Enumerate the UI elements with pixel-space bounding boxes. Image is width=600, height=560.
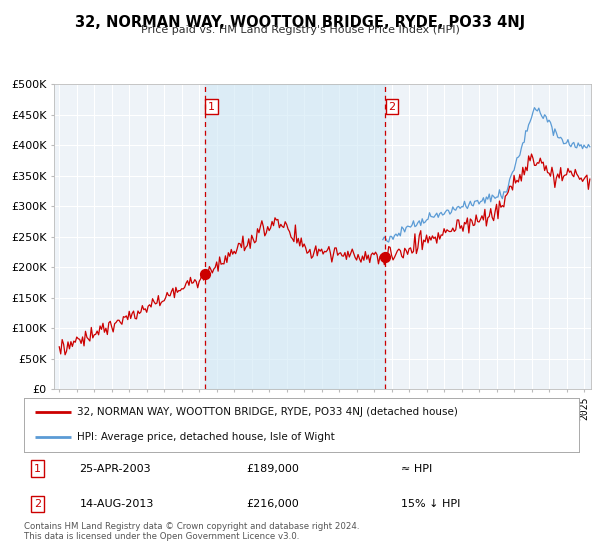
Text: 1: 1	[208, 101, 215, 111]
Text: 15% ↓ HPI: 15% ↓ HPI	[401, 499, 461, 509]
Text: 32, NORMAN WAY, WOOTTON BRIDGE, RYDE, PO33 4NJ (detached house): 32, NORMAN WAY, WOOTTON BRIDGE, RYDE, PO…	[77, 407, 458, 417]
Text: 14-AUG-2013: 14-AUG-2013	[79, 499, 154, 509]
Text: Contains HM Land Registry data © Crown copyright and database right 2024.
This d: Contains HM Land Registry data © Crown c…	[24, 522, 359, 542]
Text: 25-APR-2003: 25-APR-2003	[79, 464, 151, 474]
Text: HPI: Average price, detached house, Isle of Wight: HPI: Average price, detached house, Isle…	[77, 432, 334, 442]
Text: 2: 2	[34, 499, 41, 509]
Point	[200, 269, 209, 278]
Point	[380, 253, 390, 262]
Text: 1: 1	[34, 464, 41, 474]
Text: £216,000: £216,000	[246, 499, 299, 509]
Text: £189,000: £189,000	[246, 464, 299, 474]
Text: ≈ HPI: ≈ HPI	[401, 464, 433, 474]
Text: 2: 2	[388, 101, 395, 111]
Text: 32, NORMAN WAY, WOOTTON BRIDGE, RYDE, PO33 4NJ: 32, NORMAN WAY, WOOTTON BRIDGE, RYDE, PO…	[75, 15, 525, 30]
Text: Price paid vs. HM Land Registry's House Price Index (HPI): Price paid vs. HM Land Registry's House …	[140, 25, 460, 35]
